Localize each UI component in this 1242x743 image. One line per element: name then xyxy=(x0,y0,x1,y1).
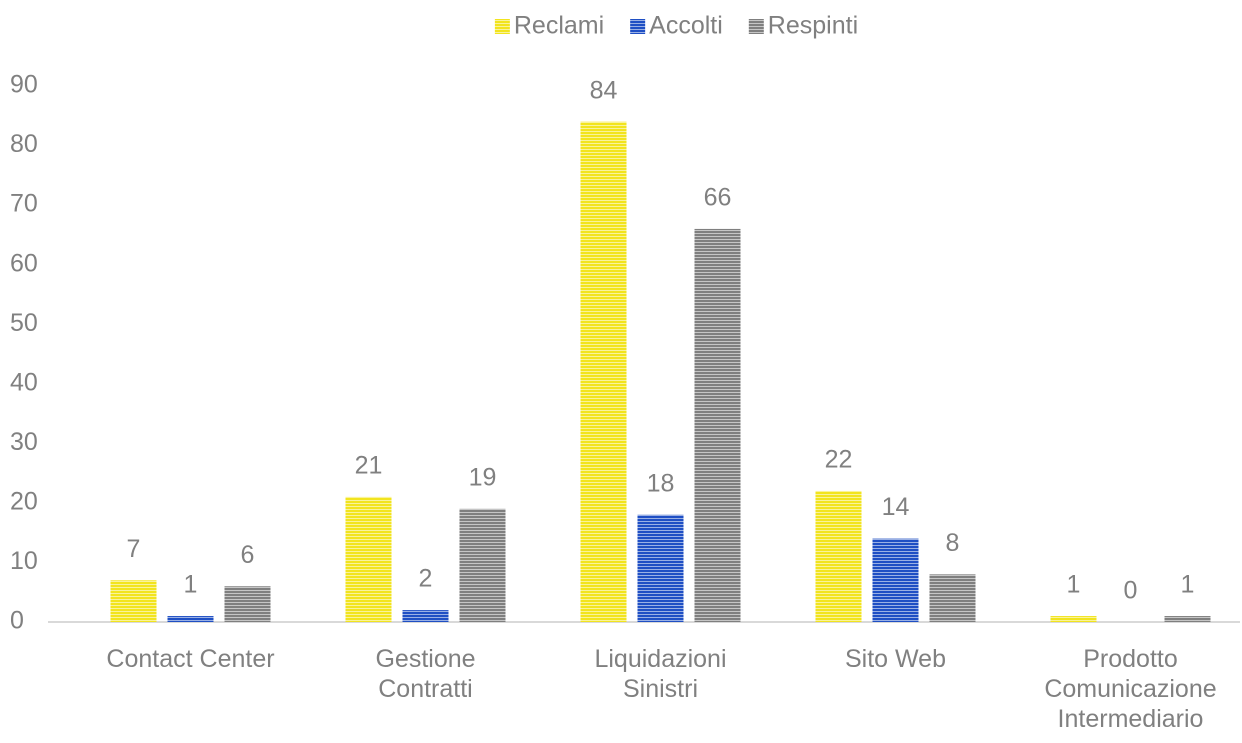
bar xyxy=(224,586,271,622)
value-label: 22 xyxy=(825,446,853,474)
value-label: 14 xyxy=(882,493,910,521)
y-tick-label: 60 xyxy=(10,249,38,277)
x-tick-label: Prodotto Comunicazione Intermediario xyxy=(1044,645,1216,733)
legend-label: Accolti xyxy=(649,12,723,40)
y-tick-label: 0 xyxy=(10,607,24,635)
value-label: 6 xyxy=(241,541,255,569)
bar xyxy=(459,508,506,622)
legend-swatch xyxy=(748,19,764,34)
x-tick-label: Liquidazioni Sinistri xyxy=(594,645,726,703)
y-tick-label: 40 xyxy=(10,368,38,396)
bar xyxy=(929,574,976,622)
legend-label: Respinti xyxy=(768,12,858,40)
x-tick-label: Sito Web xyxy=(845,645,946,673)
bar xyxy=(167,616,214,622)
bar xyxy=(815,490,862,622)
legend-swatch xyxy=(630,19,646,34)
value-label: 2 xyxy=(419,565,433,593)
value-label: 0 xyxy=(1124,577,1138,605)
y-tick-label: 20 xyxy=(10,487,38,515)
legend-swatch xyxy=(494,19,510,34)
y-tick-label: 70 xyxy=(10,190,38,218)
bar xyxy=(1050,616,1097,622)
value-label: 84 xyxy=(590,76,618,104)
bar xyxy=(345,496,392,622)
value-label: 21 xyxy=(355,452,383,480)
bar xyxy=(1164,616,1211,622)
value-label: 19 xyxy=(469,463,497,491)
y-tick-label: 50 xyxy=(10,309,38,337)
bar xyxy=(580,121,627,622)
bar xyxy=(402,610,449,622)
value-label: 1 xyxy=(184,571,198,599)
value-label: 1 xyxy=(1067,571,1081,599)
bar xyxy=(872,538,919,622)
bar xyxy=(694,228,741,622)
y-tick-label: 10 xyxy=(10,547,38,575)
y-tick-label: 90 xyxy=(10,71,38,99)
x-tick-label: Contact Center xyxy=(106,645,274,673)
x-tick-label: Gestione Contratti xyxy=(375,645,475,703)
bar xyxy=(637,514,684,622)
value-label: 66 xyxy=(704,184,732,212)
y-tick-label: 80 xyxy=(10,130,38,158)
value-label: 7 xyxy=(127,535,141,563)
bar xyxy=(110,580,157,622)
value-label: 18 xyxy=(647,469,675,497)
legend-label: Reclami xyxy=(514,12,604,40)
value-label: 8 xyxy=(946,529,960,557)
value-label: 1 xyxy=(1181,571,1195,599)
y-tick-label: 30 xyxy=(10,428,38,456)
